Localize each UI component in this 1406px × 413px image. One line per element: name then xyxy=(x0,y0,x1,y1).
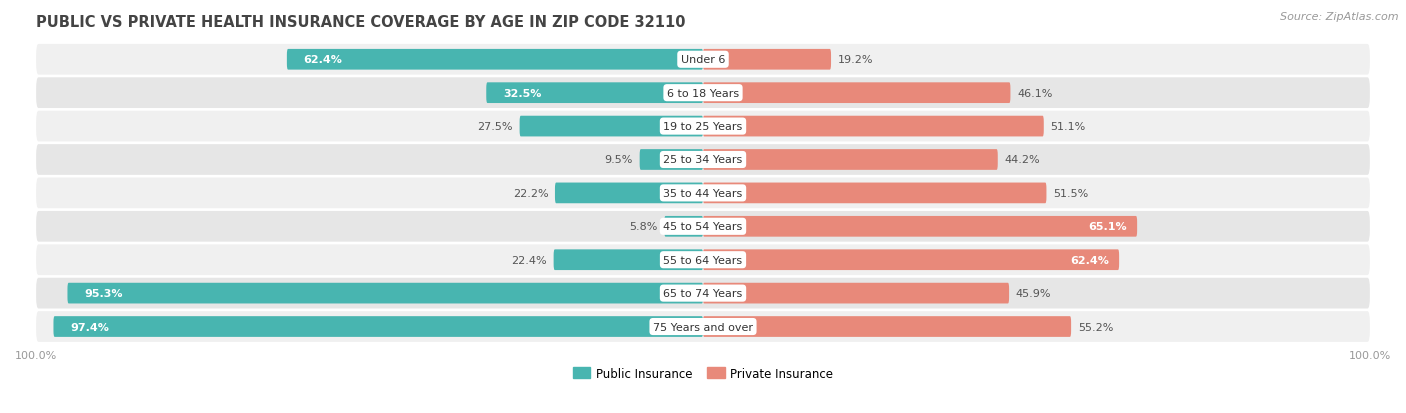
FancyBboxPatch shape xyxy=(53,316,703,337)
FancyBboxPatch shape xyxy=(664,216,703,237)
FancyBboxPatch shape xyxy=(555,183,703,204)
FancyBboxPatch shape xyxy=(703,50,831,71)
Text: 51.1%: 51.1% xyxy=(1050,122,1085,132)
Text: 45 to 54 Years: 45 to 54 Years xyxy=(664,222,742,232)
Text: 55 to 64 Years: 55 to 64 Years xyxy=(664,255,742,265)
Text: 46.1%: 46.1% xyxy=(1017,88,1053,98)
FancyBboxPatch shape xyxy=(37,211,1369,242)
Text: 35 to 44 Years: 35 to 44 Years xyxy=(664,188,742,198)
FancyBboxPatch shape xyxy=(703,283,1010,304)
FancyBboxPatch shape xyxy=(37,45,1369,76)
Text: Under 6: Under 6 xyxy=(681,55,725,65)
FancyBboxPatch shape xyxy=(67,283,703,304)
FancyBboxPatch shape xyxy=(703,250,1119,271)
FancyBboxPatch shape xyxy=(703,216,1137,237)
Text: 95.3%: 95.3% xyxy=(84,288,122,299)
Text: 44.2%: 44.2% xyxy=(1004,155,1040,165)
Text: 45.9%: 45.9% xyxy=(1015,288,1052,299)
Text: 32.5%: 32.5% xyxy=(503,88,541,98)
FancyBboxPatch shape xyxy=(37,78,1369,109)
FancyBboxPatch shape xyxy=(37,178,1369,209)
Text: 51.5%: 51.5% xyxy=(1053,188,1088,198)
FancyBboxPatch shape xyxy=(554,250,703,271)
Text: 65.1%: 65.1% xyxy=(1088,222,1128,232)
Text: PUBLIC VS PRIVATE HEALTH INSURANCE COVERAGE BY AGE IN ZIP CODE 32110: PUBLIC VS PRIVATE HEALTH INSURANCE COVER… xyxy=(37,15,686,30)
FancyBboxPatch shape xyxy=(703,183,1046,204)
FancyBboxPatch shape xyxy=(703,83,1011,104)
Text: 62.4%: 62.4% xyxy=(304,55,343,65)
Text: 97.4%: 97.4% xyxy=(70,322,110,332)
FancyBboxPatch shape xyxy=(287,50,703,71)
FancyBboxPatch shape xyxy=(37,311,1369,342)
Text: 25 to 34 Years: 25 to 34 Years xyxy=(664,155,742,165)
FancyBboxPatch shape xyxy=(37,112,1369,142)
Text: 75 Years and over: 75 Years and over xyxy=(652,322,754,332)
Text: 19 to 25 Years: 19 to 25 Years xyxy=(664,122,742,132)
Text: 9.5%: 9.5% xyxy=(605,155,633,165)
FancyBboxPatch shape xyxy=(486,83,703,104)
Text: 62.4%: 62.4% xyxy=(1070,255,1109,265)
Text: 5.8%: 5.8% xyxy=(630,222,658,232)
Text: Source: ZipAtlas.com: Source: ZipAtlas.com xyxy=(1281,12,1399,22)
Text: 22.4%: 22.4% xyxy=(512,255,547,265)
FancyBboxPatch shape xyxy=(703,116,1043,137)
Text: 22.2%: 22.2% xyxy=(513,188,548,198)
Text: 19.2%: 19.2% xyxy=(838,55,873,65)
FancyBboxPatch shape xyxy=(520,116,703,137)
FancyBboxPatch shape xyxy=(37,145,1369,176)
FancyBboxPatch shape xyxy=(703,150,998,171)
Text: 65 to 74 Years: 65 to 74 Years xyxy=(664,288,742,299)
Text: 27.5%: 27.5% xyxy=(478,122,513,132)
Text: 55.2%: 55.2% xyxy=(1078,322,1114,332)
FancyBboxPatch shape xyxy=(703,316,1071,337)
FancyBboxPatch shape xyxy=(37,245,1369,275)
Text: 6 to 18 Years: 6 to 18 Years xyxy=(666,88,740,98)
FancyBboxPatch shape xyxy=(37,278,1369,309)
FancyBboxPatch shape xyxy=(640,150,703,171)
Legend: Public Insurance, Private Insurance: Public Insurance, Private Insurance xyxy=(572,367,834,380)
